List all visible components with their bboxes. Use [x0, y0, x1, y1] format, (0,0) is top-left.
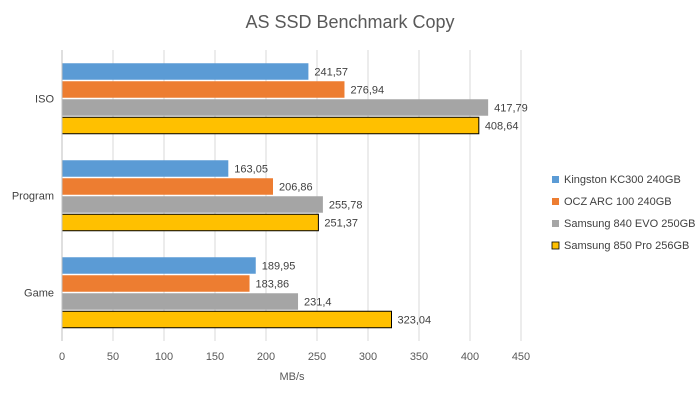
x-tick-label: 150 — [206, 351, 224, 363]
data-label: 276,94 — [350, 85, 384, 97]
bar — [62, 99, 489, 116]
x-tick-label: 100 — [155, 351, 173, 363]
x-axis-title: MB/s — [279, 371, 305, 383]
bar — [62, 81, 345, 98]
data-label: 251,37 — [324, 218, 358, 230]
data-label: 183,86 — [256, 279, 290, 291]
chart-title: AS SSD Benchmark Copy — [245, 12, 454, 32]
x-tick-label: 450 — [512, 351, 530, 363]
legend: Kingston KC300 240GB OCZ ARC 100 240GB Sam… — [551, 174, 695, 252]
data-label: 408,64 — [485, 121, 519, 133]
legend-label: Kingston KC300 240GB — [564, 174, 681, 186]
bar — [62, 293, 299, 310]
bar — [62, 196, 323, 213]
legend-label: OCZ ARC 100 240GB — [564, 196, 672, 208]
x-tick-label: 250 — [308, 351, 326, 363]
bar — [61, 116, 480, 135]
legend-label: Samsung 850 Pro 256GB — [564, 240, 689, 252]
category-label: Program — [12, 191, 54, 203]
bar — [62, 160, 229, 177]
bar — [62, 63, 309, 80]
data-label: 163,05 — [234, 164, 268, 176]
bar — [61, 213, 319, 232]
x-tick-label: 0 — [59, 351, 65, 363]
legend-swatch — [551, 241, 560, 250]
x-tick-label: 400 — [461, 351, 479, 363]
data-label: 323,04 — [398, 315, 432, 327]
category-label: Game — [24, 288, 54, 300]
bar — [62, 257, 256, 274]
x-tick-label: 350 — [410, 351, 428, 363]
data-label: 417,79 — [494, 103, 528, 115]
x-tick-label: 50 — [107, 351, 119, 363]
bar — [62, 178, 273, 195]
data-label: 206,86 — [279, 182, 313, 194]
data-label: 189,95 — [262, 261, 296, 273]
grid-lines — [61, 50, 522, 341]
data-label: 241,57 — [314, 67, 348, 79]
data-label: 255,78 — [329, 200, 363, 212]
legend-label: Samsung 840 EVO 250GB — [564, 218, 695, 230]
legend-swatch — [552, 176, 559, 183]
bars — [61, 63, 489, 329]
data-label: 231,4 — [304, 297, 332, 309]
x-tick-label: 200 — [257, 351, 275, 363]
bar — [62, 275, 250, 292]
bar — [61, 310, 393, 329]
category-label: ISO — [35, 94, 54, 106]
legend-swatch — [552, 220, 559, 227]
legend-swatch — [552, 198, 559, 205]
axes: 0 50 100 150 200 250 300 350 400 450 ISO Program Gam… — [12, 50, 530, 363]
x-tick-label: 300 — [359, 351, 377, 363]
